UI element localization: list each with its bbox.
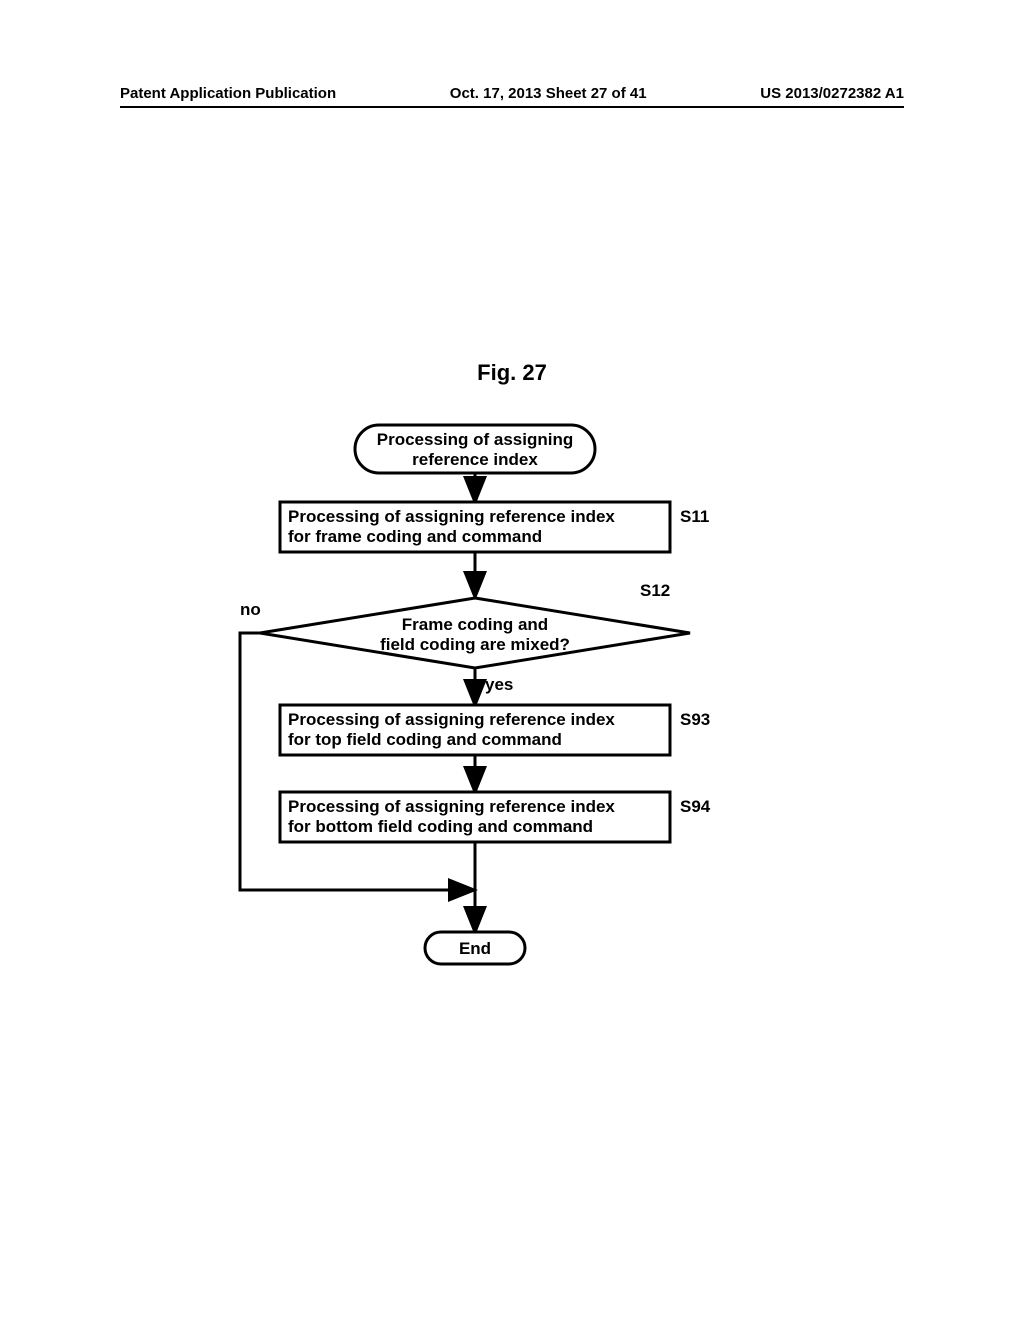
header-center: Oct. 17, 2013 Sheet 27 of 41 <box>450 85 647 102</box>
header-right: US 2013/0272382 A1 <box>760 85 904 102</box>
s93-label: S93 <box>680 710 710 729</box>
s93-text-1: Processing of assigning reference index <box>288 710 615 729</box>
figure-title: Fig. 27 <box>0 360 1024 386</box>
yes-label: yes <box>485 675 513 694</box>
s94-text-1: Processing of assigning reference index <box>288 797 615 816</box>
start-text-1: Processing of assigning <box>377 430 574 449</box>
s93-text-2: for top field coding and command <box>288 730 562 749</box>
s12-text-2: field coding are mixed? <box>380 635 570 654</box>
no-label: no <box>240 600 261 619</box>
flowchart: Processing of assigning reference index … <box>210 420 810 1040</box>
start-text-2: reference index <box>412 450 538 469</box>
no-branch-line <box>240 633 472 890</box>
s94-text-2: for bottom field coding and command <box>288 817 593 836</box>
s12-text-1: Frame coding and <box>402 615 548 634</box>
s11-text-1: Processing of assigning reference index <box>288 507 615 526</box>
page: Patent Application Publication Oct. 17, … <box>0 0 1024 1320</box>
s11-text-2: for frame coding and command <box>288 527 542 546</box>
end-text: End <box>459 939 491 958</box>
s12-label: S12 <box>640 581 670 600</box>
header-left: Patent Application Publication <box>120 85 336 102</box>
s94-label: S94 <box>680 797 711 816</box>
page-header: Patent Application Publication Oct. 17, … <box>120 85 904 108</box>
s11-label: S11 <box>680 507 709 526</box>
